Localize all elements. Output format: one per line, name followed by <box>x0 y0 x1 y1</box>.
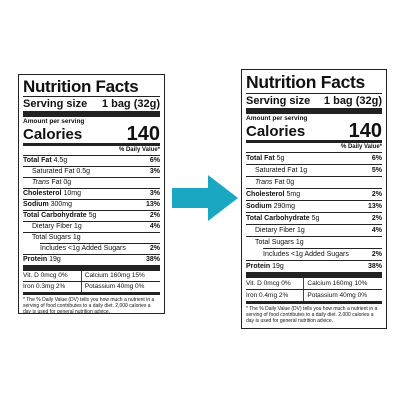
total-fat-row: Total Fat 5g 6% <box>246 155 382 162</box>
calories-value: 140 <box>126 123 160 145</box>
protein-row: Protein 19g 38% <box>23 256 160 263</box>
total-sugars-row: Total Sugars 1g <box>32 234 81 241</box>
cholesterol-row: Cholesterol 10mg 3% <box>23 190 160 197</box>
added-sugars-row: Includes <1g Added Sugars 2% <box>40 245 160 252</box>
micronutrient-row: Vit. D 0mcg 0% Calcium 160mg 10% <box>246 278 382 289</box>
calories-label: Calories <box>23 126 83 143</box>
daily-value-footnote: * The % Daily Value (DV) tells you how m… <box>246 306 378 324</box>
calories-row: Calories 140 <box>246 120 382 142</box>
serving-size-row: Serving size 1 bag (32g) <box>246 94 382 108</box>
serving-size-value: 1 bag (32g) <box>101 98 160 110</box>
calories-label: Calories <box>246 123 306 140</box>
amount-per-serving: Amount per serving <box>246 115 308 122</box>
dietary-fiber-row: Dietary Fiber 1g 4% <box>255 227 382 234</box>
total-fat-row: Total Fat 4.5g 6% <box>23 157 160 164</box>
sodium-row: Sodium 290mg 13% <box>246 203 382 210</box>
saturated-fat-row: Saturated Fat 1g 5% <box>255 167 382 174</box>
micronutrient-row: Iron 0.4mg 2% Potassium 40mg 0% <box>246 290 382 301</box>
arrow-right-icon <box>172 175 238 221</box>
amount-per-serving: Amount per serving <box>23 118 85 125</box>
total-carbohydrate-row: Total Carbohydrate 5g 2% <box>246 215 382 222</box>
trans-fat-row: Trans Fat 0g <box>255 179 295 186</box>
cholesterol-row: Cholesterol 5mg 2% <box>246 191 382 198</box>
label-title: Nutrition Facts <box>23 77 139 96</box>
added-sugars-row: Includes <1g Added Sugars 2% <box>263 251 382 258</box>
calories-row: Calories 140 <box>23 123 160 145</box>
micronutrient-row: Iron 0.3mg 2% Potassium 40mg 0% <box>23 282 160 292</box>
micronutrient-row: Vit. D 0mcg 0% Calcium 160mg 15% <box>23 271 160 281</box>
serving-size-label: Serving size <box>246 95 311 107</box>
dietary-fiber-row: Dietary Fiber 1g 4% <box>32 223 160 230</box>
saturated-fat-row: Saturated Fat 0.5g 3% <box>32 168 160 175</box>
trans-fat-row: Trans Fat 0g <box>32 179 72 186</box>
calories-value: 140 <box>348 120 382 142</box>
serving-size-label: Serving size <box>23 98 88 110</box>
protein-row: Protein 19g 38% <box>246 263 382 270</box>
total-carbohydrate-row: Total Carbohydrate 5g 2% <box>23 212 160 219</box>
daily-value-footnote: * The % Daily Value (DV) tells you how m… <box>23 297 155 315</box>
nutrition-label-before: Nutrition Facts Serving size 1 bag (32g)… <box>18 74 165 315</box>
daily-value-header: % Daily Value* <box>118 147 160 153</box>
nutrition-label-after: Nutrition Facts Serving size 1 bag (32g)… <box>241 69 387 329</box>
daily-value-header: % Daily Value* <box>340 144 382 150</box>
sodium-row: Sodium 300mg 13% <box>23 201 160 208</box>
total-sugars-row: Total Sugars 1g <box>255 239 304 246</box>
serving-size-value: 1 bag (32g) <box>323 95 382 107</box>
serving-size-row: Serving size 1 bag (32g) <box>23 97 160 111</box>
label-title: Nutrition Facts <box>246 72 365 92</box>
